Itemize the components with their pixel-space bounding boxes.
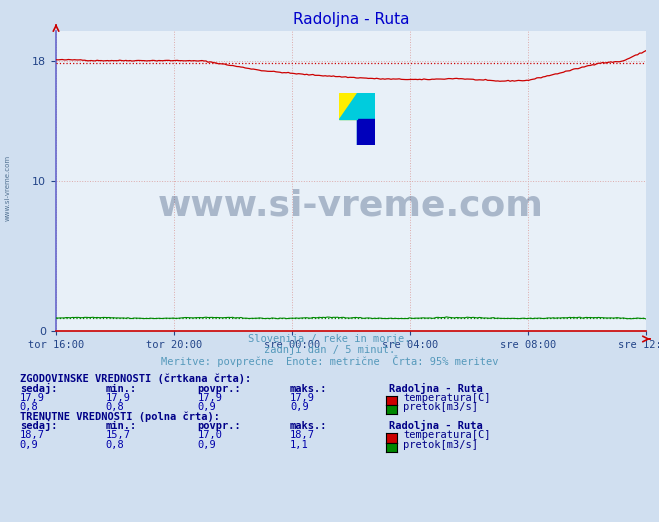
Text: Meritve: povprečne  Enote: metrične  Črta: 95% meritev: Meritve: povprečne Enote: metrične Črta:… <box>161 355 498 367</box>
Text: 0,8: 0,8 <box>105 440 124 450</box>
Text: www.si-vreme.com: www.si-vreme.com <box>158 188 544 222</box>
Text: 17,9: 17,9 <box>105 393 130 403</box>
Text: temperatura[C]: temperatura[C] <box>403 431 491 441</box>
Text: TRENUTNE VREDNOSTI (polna črta):: TRENUTNE VREDNOSTI (polna črta): <box>20 411 219 422</box>
Text: 0,9: 0,9 <box>198 402 216 412</box>
Text: sedaj:: sedaj: <box>20 383 57 394</box>
Text: min.:: min.: <box>105 384 136 394</box>
Text: 0,8: 0,8 <box>105 402 124 412</box>
Polygon shape <box>339 93 357 120</box>
Polygon shape <box>357 93 376 146</box>
Text: 0,9: 0,9 <box>20 440 38 450</box>
Text: 0,9: 0,9 <box>198 440 216 450</box>
Text: povpr.:: povpr.: <box>198 384 241 394</box>
Text: Radoljna - Ruta: Radoljna - Ruta <box>389 383 482 394</box>
Text: 0,8: 0,8 <box>20 402 38 412</box>
Text: www.si-vreme.com: www.si-vreme.com <box>5 155 11 221</box>
Text: 17,9: 17,9 <box>198 393 223 403</box>
Text: pretok[m3/s]: pretok[m3/s] <box>403 402 478 412</box>
Text: pretok[m3/s]: pretok[m3/s] <box>403 440 478 450</box>
Text: povpr.:: povpr.: <box>198 421 241 431</box>
Text: Slovenija / reke in morje.: Slovenija / reke in morje. <box>248 334 411 344</box>
Bar <box>357 120 376 146</box>
Text: min.:: min.: <box>105 421 136 431</box>
Text: 0,9: 0,9 <box>290 402 308 412</box>
Text: zadnji dan / 5 minut.: zadnji dan / 5 minut. <box>264 346 395 355</box>
Text: 17,9: 17,9 <box>290 393 315 403</box>
Bar <box>339 93 357 120</box>
Title: Radoljna - Ruta: Radoljna - Ruta <box>293 13 409 27</box>
Text: sedaj:: sedaj: <box>20 420 57 431</box>
Text: Radoljna - Ruta: Radoljna - Ruta <box>389 420 482 431</box>
Text: ZGODOVINSKE VREDNOSTI (črtkana črta):: ZGODOVINSKE VREDNOSTI (črtkana črta): <box>20 374 251 384</box>
Text: 17,9: 17,9 <box>20 393 45 403</box>
Text: maks.:: maks.: <box>290 421 328 431</box>
Text: 18,7: 18,7 <box>290 431 315 441</box>
Text: temperatura[C]: temperatura[C] <box>403 393 491 403</box>
Text: maks.:: maks.: <box>290 384 328 394</box>
Text: 18,7: 18,7 <box>20 431 45 441</box>
Text: 1,1: 1,1 <box>290 440 308 450</box>
Text: 17,0: 17,0 <box>198 431 223 441</box>
Text: 15,7: 15,7 <box>105 431 130 441</box>
